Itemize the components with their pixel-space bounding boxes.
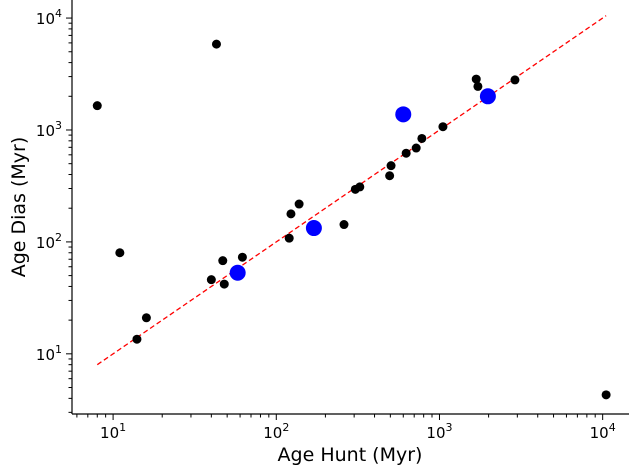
- data-point: [229, 264, 246, 281]
- data-point: [473, 81, 483, 91]
- x-axis-title: Age Hunt (Myr): [278, 444, 423, 466]
- data-point: [305, 220, 322, 237]
- data-point: [411, 143, 421, 153]
- data-point: [401, 148, 411, 158]
- y-tick-label: 101: [36, 343, 62, 364]
- y-tick-label: 104: [36, 7, 62, 28]
- data-point: [395, 106, 412, 123]
- data-point: [471, 74, 481, 84]
- y-tick-label: 103: [36, 119, 62, 140]
- data-point: [339, 220, 349, 230]
- data-point: [438, 122, 448, 132]
- data-point: [510, 75, 520, 85]
- x-tick-label: 103: [426, 421, 452, 442]
- data-point: [206, 275, 216, 285]
- data-point: [286, 209, 296, 219]
- y-axis-ticks: 101 102 103 104: [36, 7, 72, 413]
- data-point: [294, 199, 304, 209]
- data-point: [211, 39, 221, 49]
- data-point: [601, 390, 611, 400]
- x-axis-ticks: 101 102 103 104: [76, 414, 616, 442]
- plot-area: [92, 15, 611, 400]
- data-point: [355, 182, 365, 192]
- series-1: [229, 88, 496, 281]
- data-point: [417, 133, 427, 143]
- data-point: [219, 279, 229, 289]
- data-point: [479, 88, 496, 105]
- y-tick-label: 102: [36, 231, 62, 252]
- data-point: [92, 101, 102, 111]
- data-point: [115, 248, 125, 258]
- data-point: [385, 171, 395, 181]
- y-axis-title: Age Dias (Myr): [8, 137, 30, 278]
- x-tick-label: 101: [100, 421, 126, 442]
- data-point: [386, 161, 396, 171]
- data-point: [132, 334, 142, 344]
- data-point: [141, 313, 151, 323]
- data-point: [284, 233, 294, 243]
- x-tick-label: 104: [590, 421, 616, 442]
- x-tick-label: 102: [263, 421, 289, 442]
- data-point: [237, 252, 247, 262]
- series-0: [92, 39, 611, 400]
- data-point: [218, 256, 228, 266]
